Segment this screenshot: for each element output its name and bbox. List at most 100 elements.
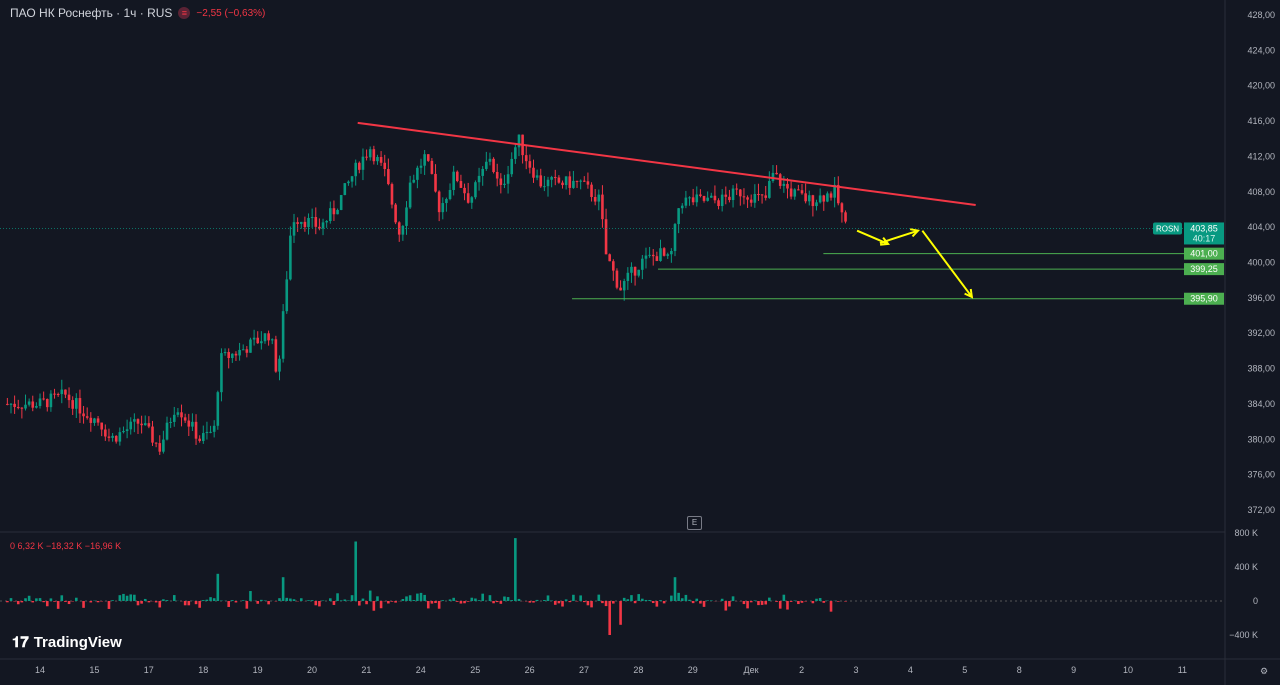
candle-body bbox=[274, 339, 278, 372]
volume-bar bbox=[630, 595, 633, 601]
time-tick-label: 2 bbox=[799, 665, 804, 675]
volume-bar bbox=[811, 601, 815, 604]
volume-bar bbox=[709, 600, 713, 601]
candle-body bbox=[82, 413, 85, 417]
tradingview-logo[interactable]: 𝟏𝟕 TradingView bbox=[12, 634, 122, 651]
time-tick-label: 28 bbox=[633, 665, 643, 675]
volume-bar bbox=[426, 601, 430, 609]
volume-bar bbox=[836, 601, 840, 602]
candle-body bbox=[129, 421, 133, 430]
volume-bar bbox=[691, 601, 695, 604]
candle-body bbox=[6, 403, 9, 405]
volume-bar bbox=[680, 598, 684, 601]
candle-body bbox=[735, 188, 738, 190]
volume-bar bbox=[387, 601, 390, 604]
candle-body bbox=[401, 225, 405, 235]
candle-body bbox=[238, 349, 241, 356]
volume-bar bbox=[786, 601, 789, 610]
level-price-label: 401,00 bbox=[1190, 249, 1218, 259]
volume-bar bbox=[122, 593, 125, 601]
volume-bar bbox=[45, 601, 49, 607]
candle-body bbox=[728, 196, 731, 201]
volume-bar bbox=[67, 601, 71, 605]
candle-body bbox=[626, 272, 630, 281]
volume-bar bbox=[187, 601, 191, 606]
candle-body bbox=[133, 419, 136, 422]
price-change: −2,55 (−0,63%) bbox=[196, 7, 266, 19]
candle-body bbox=[833, 184, 836, 198]
candle-body bbox=[93, 418, 96, 423]
volume-bar bbox=[107, 601, 111, 609]
candle-body bbox=[836, 184, 840, 204]
volume-bar bbox=[612, 601, 615, 604]
volume-bar bbox=[768, 597, 771, 601]
time-tick-label: 24 bbox=[416, 665, 426, 675]
volume-bar bbox=[405, 596, 408, 601]
volume-bar bbox=[641, 598, 644, 601]
volume-bar bbox=[448, 599, 452, 601]
symbol-title[interactable]: ПАО НК Роснефть · 1ч · RUS bbox=[10, 6, 173, 20]
candle-body bbox=[64, 389, 67, 395]
candle-body bbox=[528, 161, 532, 168]
candle-body bbox=[49, 393, 53, 408]
candle-body bbox=[100, 422, 104, 430]
candle-body bbox=[321, 222, 325, 229]
candle-body bbox=[506, 174, 510, 184]
volume-bar bbox=[564, 599, 568, 601]
volume-bar bbox=[147, 601, 151, 603]
candle-body bbox=[122, 431, 125, 433]
volume-bar bbox=[586, 601, 590, 606]
candle-body bbox=[800, 190, 804, 194]
volume-bar bbox=[129, 594, 133, 601]
events-button[interactable]: E bbox=[687, 516, 702, 530]
volume-bar bbox=[601, 601, 604, 604]
candle-body bbox=[53, 393, 56, 395]
candle-body bbox=[550, 177, 553, 180]
volume-bar bbox=[452, 597, 455, 601]
time-tick-label: Дек bbox=[743, 665, 758, 675]
market-closed-icon[interactable]: ≡ bbox=[178, 7, 191, 19]
candle-body bbox=[419, 165, 423, 168]
candle-body bbox=[492, 158, 495, 172]
volume-bar bbox=[488, 595, 492, 601]
time-tick-label: 17 bbox=[144, 665, 154, 675]
volume-bar bbox=[401, 599, 405, 601]
candle-body bbox=[187, 420, 191, 427]
volume-bar bbox=[260, 599, 263, 601]
volume-bar bbox=[419, 592, 423, 601]
time-tick-label: 21 bbox=[361, 665, 371, 675]
candle-body bbox=[96, 418, 100, 423]
volume-bar bbox=[212, 598, 216, 601]
candle-body bbox=[158, 443, 162, 452]
candle-body bbox=[524, 155, 528, 162]
candle-body bbox=[104, 429, 107, 437]
volume-bar bbox=[655, 601, 659, 607]
candle-body bbox=[760, 194, 764, 196]
volume-bar bbox=[659, 600, 662, 601]
candle-body bbox=[71, 400, 74, 409]
candle-body bbox=[201, 433, 205, 441]
volume-bar bbox=[648, 599, 651, 601]
candle-body bbox=[354, 162, 357, 177]
volume-bar bbox=[339, 600, 343, 601]
volume-bar bbox=[764, 601, 768, 605]
candle-body bbox=[829, 193, 833, 198]
candle-body bbox=[691, 197, 695, 203]
candle-body bbox=[822, 195, 826, 202]
candle-body bbox=[434, 173, 437, 192]
candle-body bbox=[223, 352, 227, 354]
chart-header: ПАО НК Роснефть · 1ч · RUS ≡ −2,55 (−0,6… bbox=[10, 6, 265, 20]
candle-body bbox=[426, 154, 430, 161]
candle-body bbox=[746, 197, 749, 200]
volume-bar bbox=[205, 599, 209, 601]
volume-bar bbox=[579, 595, 582, 601]
candle-body bbox=[807, 195, 811, 202]
candle-body bbox=[503, 183, 506, 185]
candle-body bbox=[437, 191, 441, 213]
candle-body bbox=[358, 162, 361, 170]
candle-body bbox=[485, 161, 488, 169]
volume-bar bbox=[778, 601, 782, 609]
candle-body bbox=[771, 172, 775, 182]
candle-body bbox=[416, 167, 419, 180]
